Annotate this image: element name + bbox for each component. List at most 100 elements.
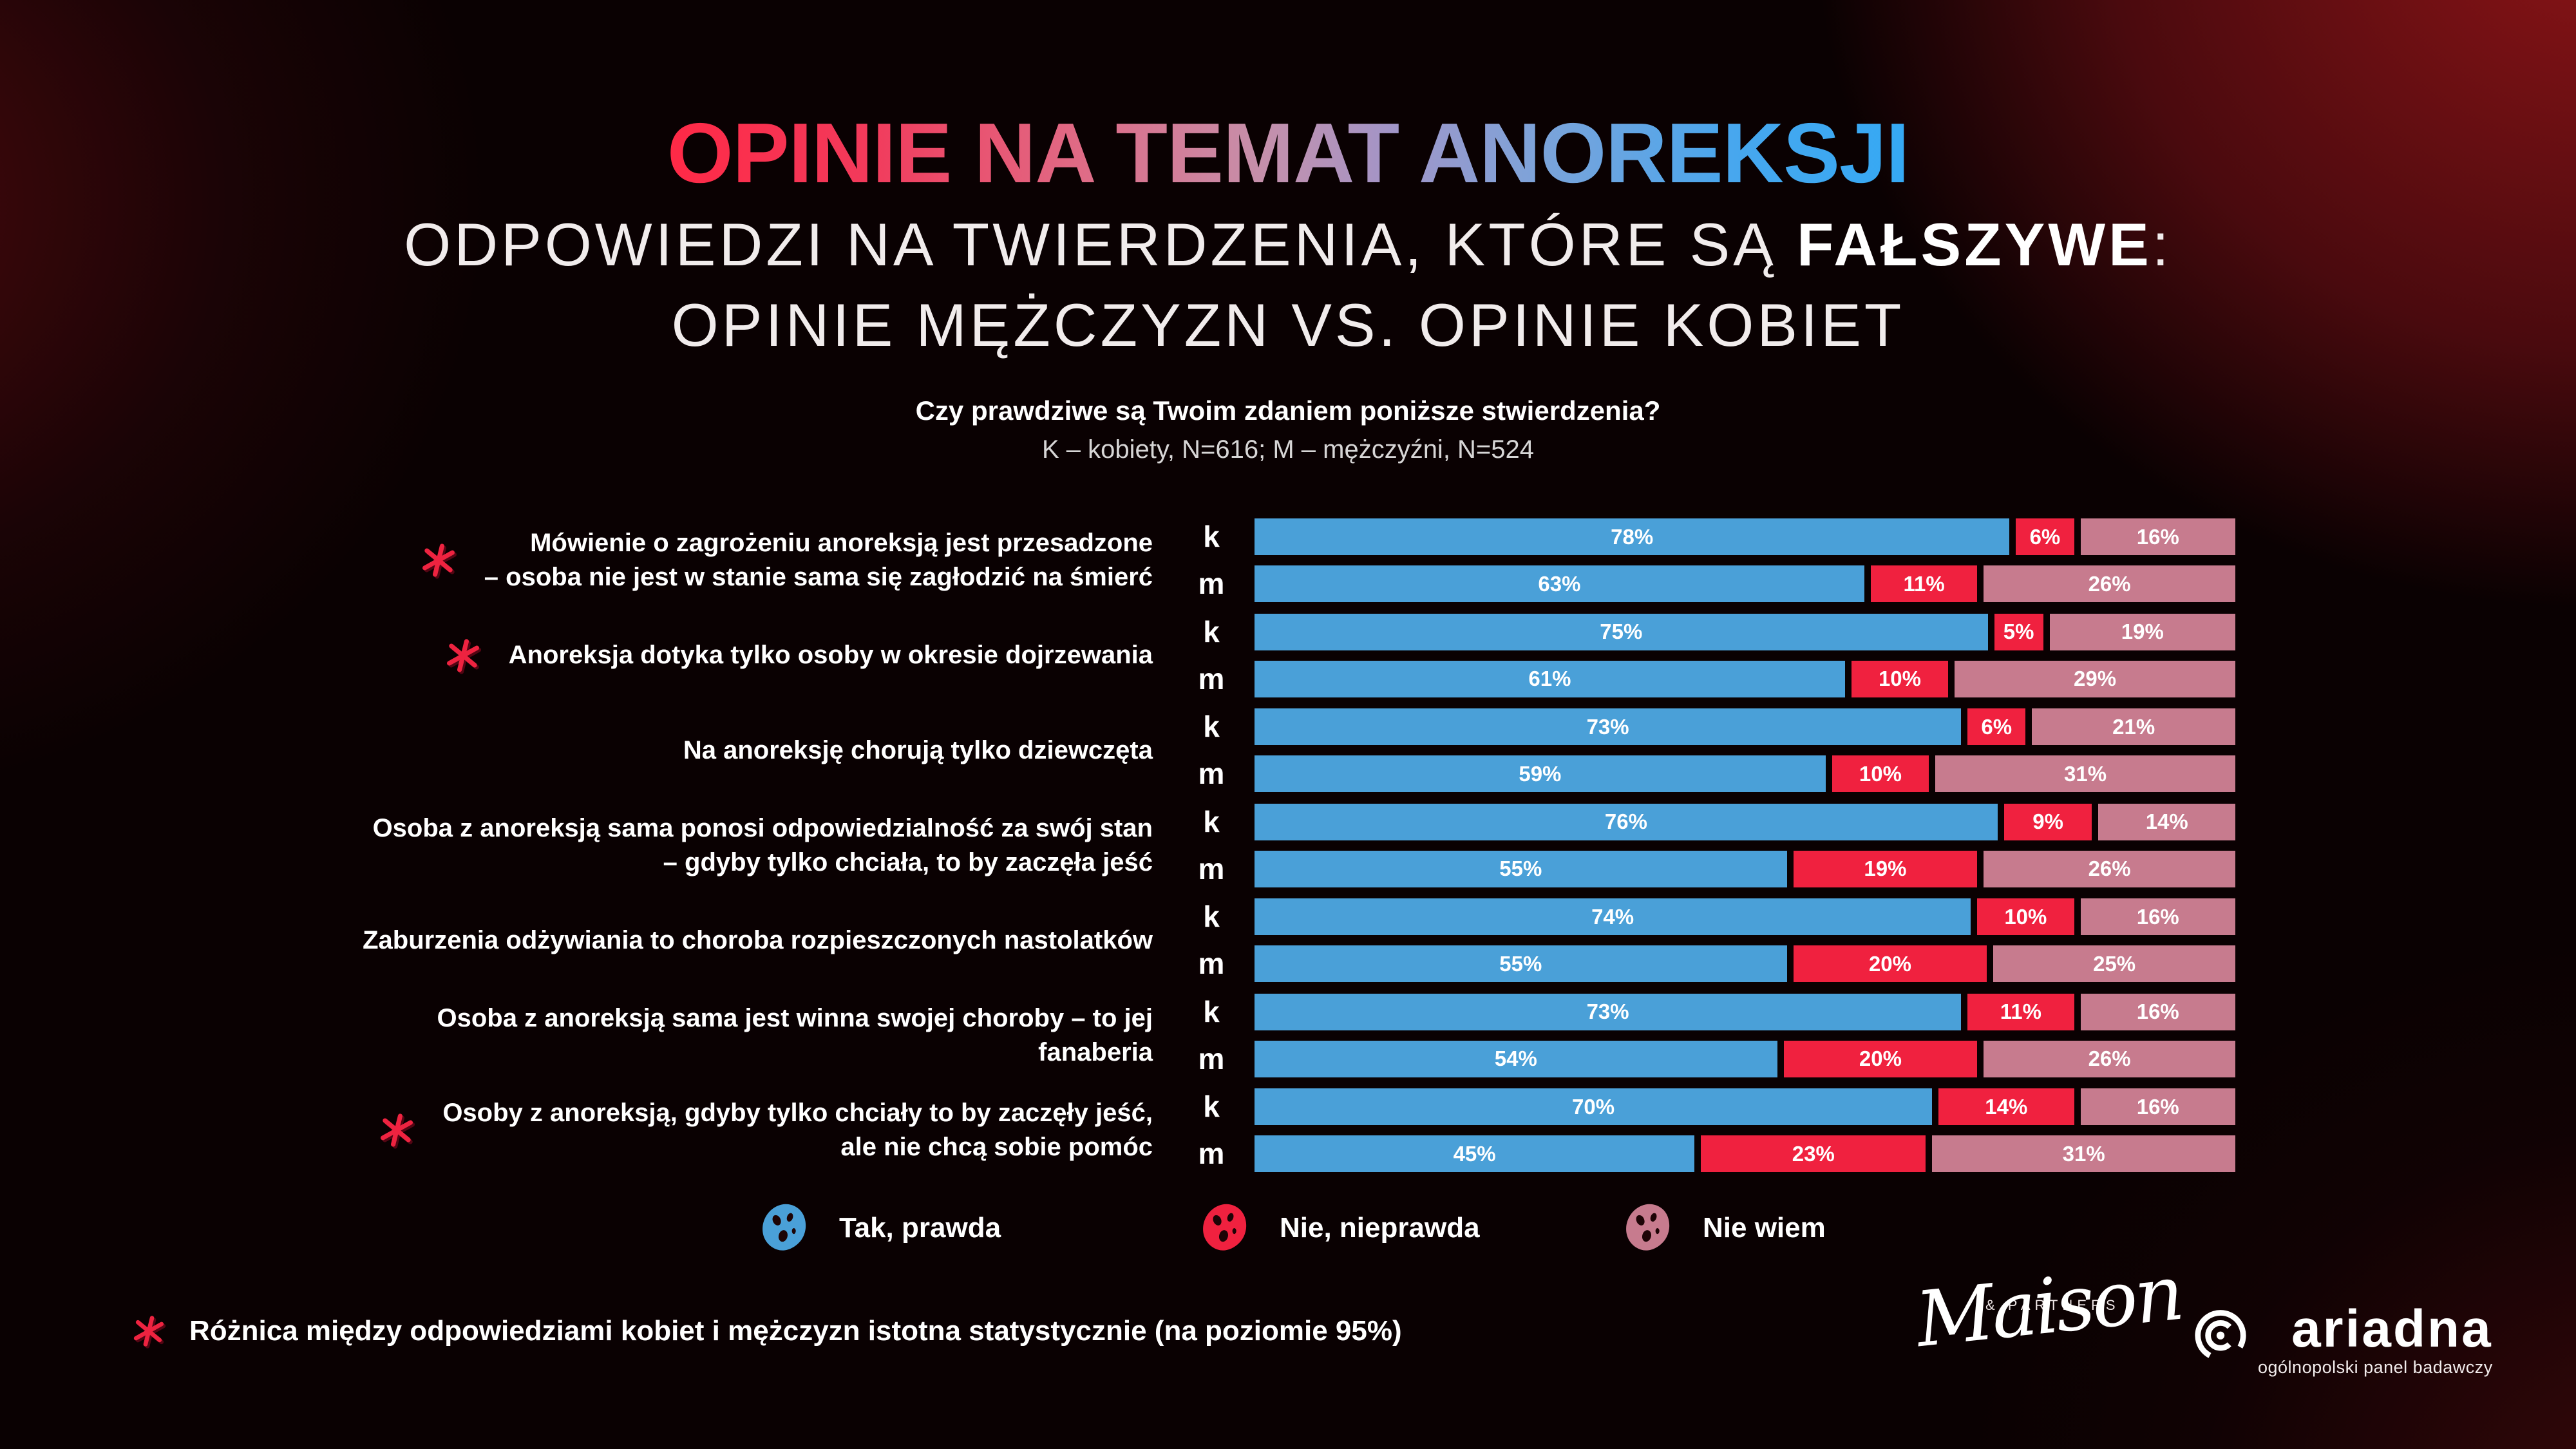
bar-group6-k: 73% 11% 16% bbox=[1255, 993, 2235, 1030]
percent-label: 59% bbox=[1519, 761, 1562, 786]
bar-group2-m: 61% 10% 29% bbox=[1255, 660, 2235, 697]
bar-segment-nie-wiem: 26% bbox=[1984, 565, 2235, 602]
percent-label: 45% bbox=[1453, 1141, 1496, 1166]
statement-line: Zaburzenia odżywiania to choroba rozpies… bbox=[363, 925, 1153, 954]
percent-label: 25% bbox=[2093, 951, 2136, 976]
footnote-asterisk-icon bbox=[133, 1315, 165, 1347]
statement-group-4: Osoba z anoreksją sama ponosi odpowiedzi… bbox=[322, 797, 1153, 894]
bar-group3-k: 73% 6% 21% bbox=[1255, 708, 2235, 745]
percent-label: 11% bbox=[2000, 999, 2041, 1023]
bar-segment-tak-prawda: 61% bbox=[1255, 660, 1845, 697]
statement-line: ale nie chcą sobie pomóc bbox=[840, 1133, 1153, 1161]
percent-label: 29% bbox=[2074, 667, 2117, 690]
statement-group-6: Osoba z anoreksją sama jest winna swojej… bbox=[322, 987, 1153, 1084]
statement-label: Na anoreksję chorują tylko dziewczęta bbox=[683, 734, 1153, 768]
percent-label: 54% bbox=[1494, 1046, 1537, 1070]
statement-label: Anoreksja dotyka tylko osoby w okresie d… bbox=[509, 638, 1153, 672]
statement-line: Na anoreksję chorują tylko dziewczęta bbox=[683, 735, 1153, 764]
legend-item-nie-wiem: Nie wiem bbox=[1624, 1199, 1826, 1257]
percent-label: 10% bbox=[2004, 904, 2047, 929]
percent-label: 26% bbox=[2088, 571, 2131, 596]
bar-segment-nie-nieprawda: 10% bbox=[1832, 755, 1929, 792]
bar-segment-nie-wiem: 31% bbox=[1935, 755, 2235, 792]
bar-group6-m: 54% 20% 26% bbox=[1255, 1040, 2235, 1077]
row-letter-k: k bbox=[1203, 710, 1220, 743]
percent-label: 19% bbox=[1864, 857, 1907, 880]
bar-segment-nie-nieprawda: 11% bbox=[1870, 565, 1978, 602]
legend-blob-icon-nie-wiem bbox=[1624, 1202, 1673, 1255]
bar-segment-nie-wiem: 14% bbox=[2098, 803, 2235, 840]
subtitle-suffix: : bbox=[2152, 211, 2172, 278]
bar-segment-nie-wiem: 21% bbox=[2032, 708, 2235, 745]
statement-label: Mówienie o zagrożeniu anoreksją jest prz… bbox=[484, 526, 1153, 594]
legend-label: Nie wiem bbox=[1703, 1212, 1826, 1244]
bar-segment-tak-prawda: 73% bbox=[1255, 993, 1962, 1030]
bar-group3-m: 59% 10% 31% bbox=[1255, 755, 2235, 792]
statement-line: – gdyby tylko chciała, to by zaczęła jeś… bbox=[663, 848, 1153, 876]
row-letter-k: k bbox=[1203, 900, 1220, 933]
bar-segment-tak-prawda: 63% bbox=[1255, 565, 1864, 602]
statement-group-5: Zaburzenia odżywiania to choroba rozpies… bbox=[322, 892, 1153, 989]
bar-group7-k: 70% 14% 16% bbox=[1255, 1088, 2235, 1125]
row-letter-k: k bbox=[1203, 1090, 1220, 1123]
bar-segment-tak-prawda: 75% bbox=[1255, 613, 1988, 650]
percent-label: 10% bbox=[1859, 761, 1902, 786]
bar-segment-tak-prawda: 74% bbox=[1255, 898, 1971, 935]
significance-asterisk-icon bbox=[379, 1113, 414, 1148]
percent-label: 55% bbox=[1499, 857, 1542, 880]
percent-label: 73% bbox=[1586, 714, 1629, 739]
percent-label: 31% bbox=[2062, 1141, 2105, 1166]
percent-label: 19% bbox=[2121, 620, 2164, 643]
statement-line: Osoba z anoreksją sama jest winna swojej… bbox=[437, 1003, 1153, 1066]
bar-segment-nie-nieprawda: 20% bbox=[1783, 1040, 1978, 1077]
percent-label: 16% bbox=[2136, 904, 2179, 929]
percent-label: 6% bbox=[2029, 524, 2061, 549]
statement-line: Osoba z anoreksją sama ponosi odpowiedzi… bbox=[372, 813, 1153, 842]
percent-label: 73% bbox=[1586, 999, 1629, 1023]
bar-segment-nie-nieprawda: 20% bbox=[1793, 945, 1987, 982]
percent-label: 26% bbox=[2088, 1046, 2131, 1070]
bar-segment-nie-nieprawda: 11% bbox=[1967, 993, 2074, 1030]
statement-line: Anoreksja dotyka tylko osoby w okresie d… bbox=[508, 641, 1153, 669]
bar-segment-nie-wiem: 29% bbox=[1955, 660, 2235, 697]
percent-label: 16% bbox=[2136, 1094, 2179, 1119]
statement-line: Mówienie o zagrożeniu anoreksją jest prz… bbox=[530, 529, 1153, 557]
row-letter-k: k bbox=[1203, 804, 1220, 838]
statement-label: Osoba z anoreksją sama ponosi odpowiedzi… bbox=[373, 811, 1153, 880]
legend-blob-icon-nie-nieprawda bbox=[1201, 1202, 1250, 1255]
bar-segment-nie-wiem: 16% bbox=[2080, 1088, 2235, 1125]
row-letter-m: m bbox=[1198, 851, 1225, 886]
ariadna-spiral-icon bbox=[2195, 1310, 2246, 1361]
bar-group1-m: 63% 11% 26% bbox=[1255, 565, 2235, 602]
percent-label: 11% bbox=[1903, 571, 1945, 596]
bar-segment-tak-prawda: 78% bbox=[1255, 518, 2010, 555]
bar-segment-nie-nieprawda: 5% bbox=[1994, 613, 2043, 650]
bar-segment-nie-wiem: 26% bbox=[1984, 850, 2235, 887]
subtitle-line2: OPINIE MĘŻCZYZN VS. OPINIE KOBIET bbox=[671, 291, 1905, 359]
percent-label: 21% bbox=[2112, 714, 2155, 739]
percent-label: 31% bbox=[2064, 761, 2107, 786]
bar-segment-nie-wiem: 31% bbox=[1932, 1135, 2236, 1172]
bar-segment-nie-wiem: 25% bbox=[1993, 945, 2235, 982]
percent-label: 23% bbox=[1792, 1141, 1835, 1166]
bar-segment-nie-nieprawda: 14% bbox=[1938, 1088, 2074, 1125]
statement-group-3: Na anoreksję chorują tylko dziewczęta bbox=[322, 702, 1153, 799]
percent-label: 14% bbox=[2145, 810, 2188, 833]
page-title: OPINIE NA TEMAT ANOREKSJI bbox=[667, 106, 1909, 200]
percent-label: 9% bbox=[2032, 810, 2063, 833]
bar-group7-m: 45% 23% 31% bbox=[1255, 1135, 2236, 1172]
bar-segment-nie-nieprawda: 6% bbox=[2016, 518, 2074, 555]
bar-segment-nie-wiem: 19% bbox=[2049, 613, 2235, 650]
subtitle-prefix: ODPOWIEDZI NA TWIERDZENIA, KTÓRE SĄ bbox=[404, 211, 1797, 278]
bar-segment-nie-nieprawda: 6% bbox=[1967, 708, 2026, 745]
significance-asterisk-icon bbox=[421, 543, 456, 578]
statement-line: – osoba nie jest w stanie sama się zagło… bbox=[484, 563, 1153, 591]
subtitle-emphasis: FAŁSZYWE bbox=[1797, 211, 2152, 278]
percent-label: 10% bbox=[1878, 667, 1921, 690]
statement-label: Zaburzenia odżywiania to choroba rozpies… bbox=[363, 923, 1153, 958]
maison-logo: & PARTNERS Maison bbox=[1912, 1248, 2186, 1385]
row-letter-m: m bbox=[1198, 661, 1225, 696]
bar-segment-tak-prawda: 59% bbox=[1255, 755, 1826, 792]
bar-group4-m: 55% 19% 26% bbox=[1255, 850, 2235, 887]
